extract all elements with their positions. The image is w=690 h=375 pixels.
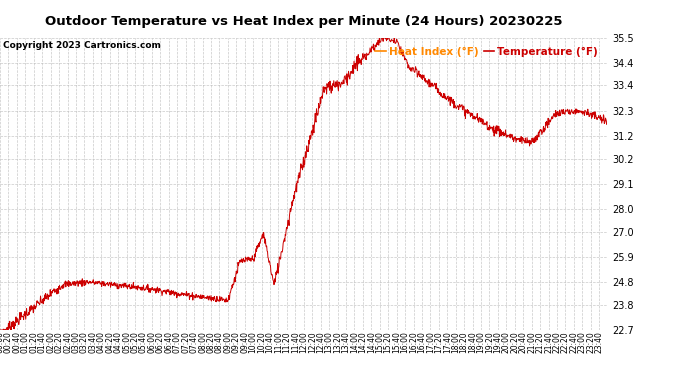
Text: Copyright 2023 Cartronics.com: Copyright 2023 Cartronics.com	[3, 41, 161, 50]
Text: Outdoor Temperature vs Heat Index per Minute (24 Hours) 20230225: Outdoor Temperature vs Heat Index per Mi…	[45, 15, 562, 28]
Legend: Heat Index (°F), Temperature (°F): Heat Index (°F), Temperature (°F)	[371, 43, 602, 61]
